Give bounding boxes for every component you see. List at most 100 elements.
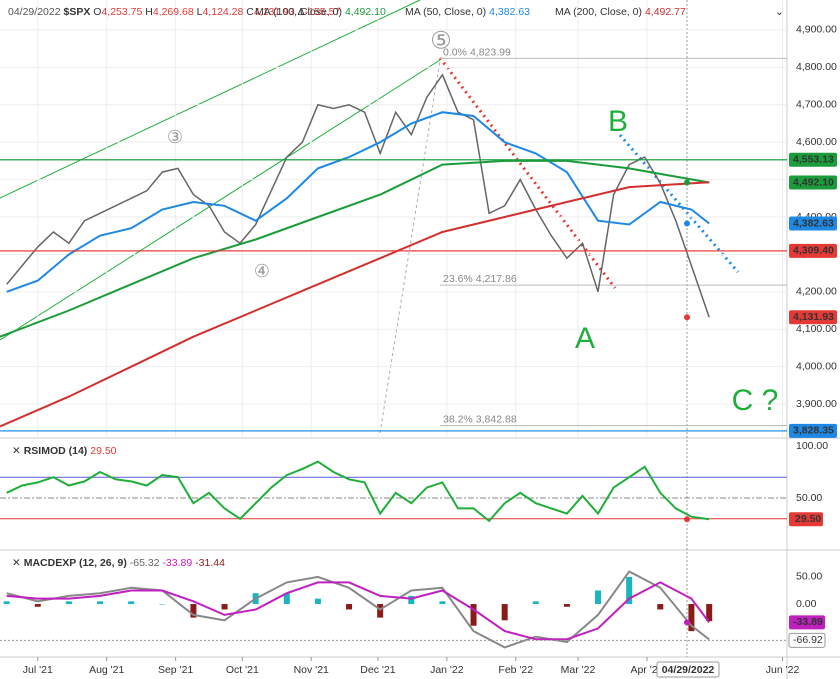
last-dot	[684, 516, 690, 523]
ma-legend-item: MA (100, Close, 0) 4,492.10	[255, 6, 386, 18]
wave-label: ④	[254, 261, 270, 281]
ohlc-value: -155.57	[305, 6, 341, 18]
y-tick-label: 100.00	[796, 440, 828, 452]
level-label: 29.50	[795, 513, 821, 525]
plot-layer	[0, 0, 787, 657]
histogram-bar	[97, 601, 104, 605]
wave-label: C ?	[732, 384, 779, 417]
trend-channel	[0, 59, 441, 341]
collapse-icon[interactable]: ⌄	[775, 6, 784, 18]
trend-line	[438, 57, 617, 289]
ma-name: MA (200, Close, 0)	[555, 6, 642, 18]
x-tick-label: Apr '22	[630, 664, 663, 676]
y-tick-label: 50.00	[796, 492, 822, 504]
macd-header: ✕ MACDEXP (12, 26, 9) -65.32 -33.89 -31.…	[12, 557, 225, 569]
y-tick-label: 4,800.00	[796, 61, 837, 73]
x-tick-label: Feb '22	[498, 664, 533, 676]
level-label: 4,382.63	[793, 217, 834, 229]
y-tick-label: 3,900.00	[796, 398, 837, 410]
header: 04/29/2022 $SPX O4,253.75 H4,269.68 L4,1…	[8, 6, 340, 18]
last-dot	[684, 619, 690, 626]
fib-value: 4,823.99	[470, 46, 511, 58]
trend-line	[618, 134, 740, 273]
level-badge	[789, 423, 837, 438]
histogram-bar	[439, 601, 446, 605]
histogram-bar	[3, 601, 10, 605]
level-badge	[789, 512, 823, 527]
x-tick-label: Nov '21	[294, 664, 329, 676]
close-icon[interactable]: ✕	[12, 557, 24, 569]
indicator-value: -31.44	[195, 557, 225, 569]
level-dot	[684, 314, 690, 321]
y-tick-label: 4,600.00	[796, 136, 837, 148]
x-tick-label: Dec '21	[360, 664, 395, 676]
ma-value: 4,492.77	[645, 6, 686, 18]
level-label: 4,131.93	[793, 311, 834, 323]
x-tick-label: Oct '21	[226, 664, 259, 676]
fib-value: 4,217.86	[476, 273, 517, 285]
close-icon[interactable]: ✕	[12, 445, 24, 457]
ma-legend-item: MA (200, Close, 0) 4,492.77	[555, 6, 686, 18]
histogram-bar	[470, 604, 477, 626]
level-badge	[789, 175, 837, 190]
histogram-bar	[706, 604, 713, 622]
ohlc-key: C	[246, 6, 254, 18]
histogram-bar	[190, 604, 197, 618]
level-label: -66.92	[793, 634, 823, 646]
series-line	[0, 159, 710, 338]
x-tick-label: Jun '22	[766, 664, 800, 676]
histogram-bar	[283, 593, 290, 605]
level-badge	[789, 243, 837, 258]
fib-level: 0.0%	[443, 46, 467, 58]
fib-label: 23.6% 4,217.86	[443, 273, 517, 285]
fib-level: 23.6%	[443, 273, 473, 285]
ohlc-value: 4,253.75	[101, 6, 142, 18]
ohlc-key: O	[93, 6, 101, 18]
histogram-bar	[626, 576, 633, 605]
histogram-bar	[688, 604, 695, 632]
histogram-bar	[657, 604, 664, 610]
series-line	[6, 570, 710, 649]
histogram-bar	[34, 604, 41, 607]
fib-value: 3,842.88	[476, 413, 517, 425]
y-tick-label: 4,100.00	[796, 323, 837, 335]
ohlc-key: L	[197, 6, 203, 18]
histogram-bar	[595, 590, 602, 605]
wave-label: ⑤	[430, 27, 452, 54]
level-label: 4,309.40	[793, 245, 834, 257]
indicator-value: -33.89	[162, 557, 192, 569]
level-label: 4,553.13	[793, 153, 834, 165]
y-tick-label: 50.00	[796, 571, 822, 583]
x-tick-label: Aug '21	[89, 664, 124, 676]
histogram-bar	[314, 598, 321, 605]
fib-label: 38.2% 3,842.88	[443, 413, 517, 425]
ma-name: MA (100, Close, 0)	[255, 6, 342, 18]
histogram-bar	[377, 604, 384, 618]
series-line	[6, 73, 710, 318]
fib-level: 38.2%	[443, 413, 473, 425]
series-line	[6, 460, 710, 523]
level-badge	[789, 310, 837, 325]
histogram-bar	[128, 601, 135, 605]
fib-label: 0.0% 4,823.99	[443, 46, 511, 58]
rsi-header: ✕ RSIMOD (14) 29.50	[12, 445, 117, 457]
indicator-title: MACDEXP (12, 26, 9)	[24, 557, 127, 569]
ohlc-value: 4,131.93	[254, 6, 295, 18]
level-badge	[788, 632, 826, 648]
y-tick-label: 0.00	[796, 598, 817, 610]
level-label: -33.89	[793, 616, 823, 628]
wave-label: A	[575, 322, 595, 355]
ma-legend: MA (100, Close, 0) 4,492.10 MA (50, Close,…	[255, 6, 686, 18]
y-tick-label: 4,700.00	[796, 99, 837, 111]
level-label: 4,492.10	[793, 176, 834, 188]
histogram-bar	[346, 604, 353, 610]
histogram-bar	[65, 601, 72, 605]
histogram-bar	[563, 604, 570, 607]
indicator-value: -65.32	[130, 557, 160, 569]
indicator-value: 29.50	[90, 445, 116, 457]
ohlc-key: H	[145, 6, 153, 18]
trend-channel	[0, 0, 421, 199]
ma-name: MA (50, Close, 0)	[405, 6, 486, 18]
level-badge	[789, 615, 825, 630]
